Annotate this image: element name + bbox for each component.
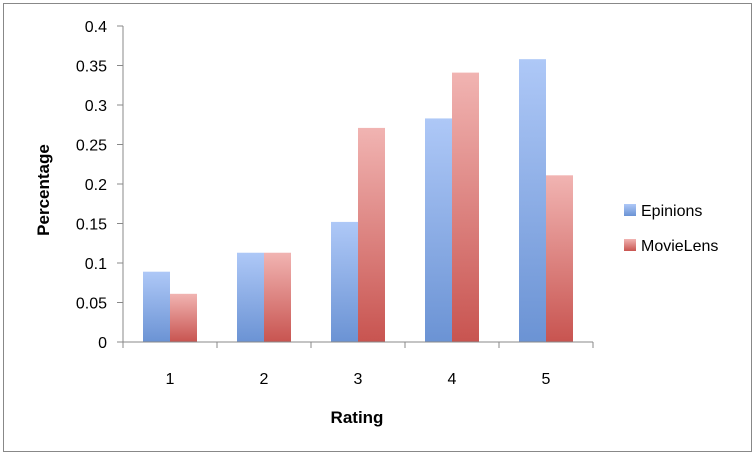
y-tick-label: 0.4 [85,19,107,36]
y-axis-title: Percentage [34,144,53,236]
bar-epinions-rating-1 [143,271,170,342]
y-tick-label: 0.2 [85,177,107,194]
axes [122,26,593,343]
legend: Epinions MovieLens [624,203,718,255]
legend-swatch-epinions [624,204,636,216]
bar-movielens-rating-1 [170,293,197,342]
bar-epinions-rating-4 [425,118,452,343]
x-axis-ticks: 1 2 3 4 5 [122,342,594,388]
y-tick-label: 0.1 [85,256,107,273]
bar-movielens-rating-3 [358,127,385,342]
x-tick-label: 1 [166,371,175,388]
x-tick-label: 2 [260,371,269,388]
bar-movielens-rating-2 [264,252,291,342]
bar-epinions-rating-2 [237,252,264,342]
y-tick-label: 0.3 [85,98,107,115]
legend-swatch-movielens [624,239,636,251]
y-tick-label: 0.05 [76,296,107,313]
bars [143,59,573,343]
bar-movielens-rating-4 [452,72,479,343]
x-tick-label: 4 [448,371,457,388]
bar-epinions-rating-5 [519,59,546,343]
bar-movielens-rating-5 [546,175,573,342]
x-axis-title: Rating [331,408,384,427]
y-tick-label: 0.15 [76,217,107,234]
y-tick-label: 0.35 [76,59,107,76]
y-tick-label: 0 [98,335,107,352]
legend-label-movielens: MovieLens [641,238,718,255]
bar-epinions-rating-3 [331,221,358,342]
y-axis-ticks: 0 0.05 0.1 0.15 0.2 0.25 0.3 0.35 0.4 [76,19,123,352]
y-tick-label: 0.25 [76,138,107,155]
legend-label-epinions: Epinions [641,203,702,220]
x-tick-label: 5 [542,371,551,388]
x-tick-label: 3 [354,371,363,388]
